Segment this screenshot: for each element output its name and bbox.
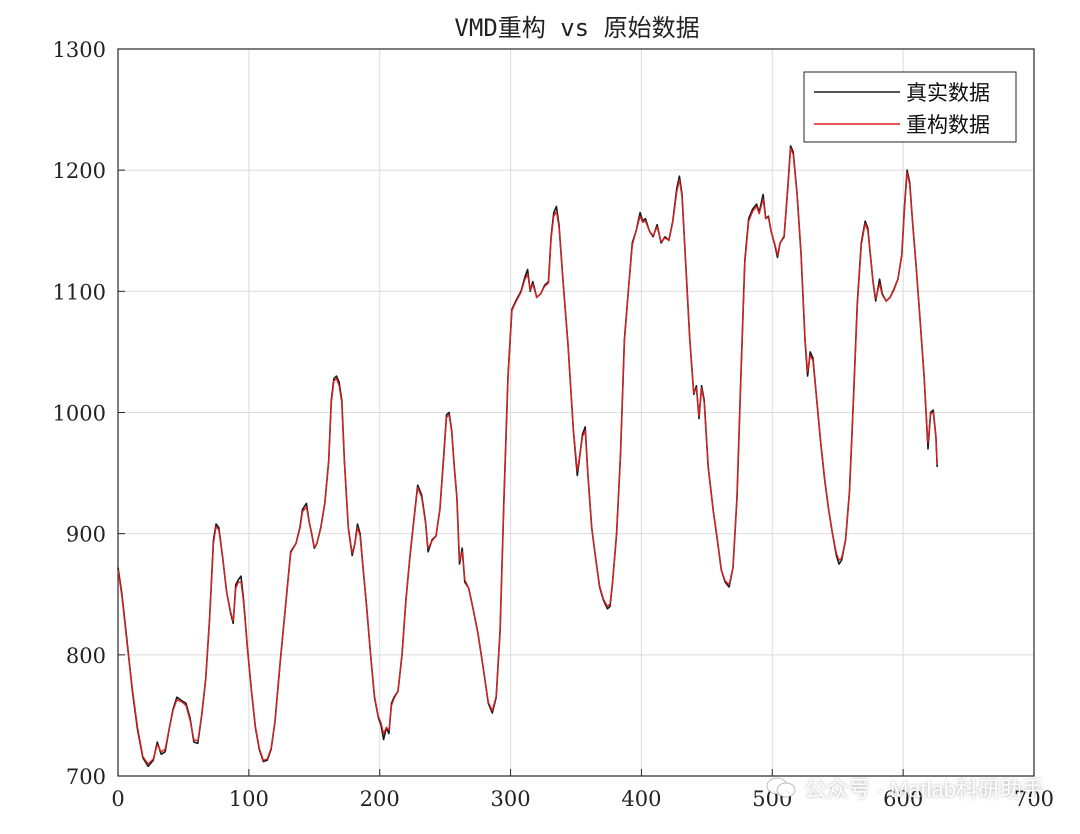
legend-label: 重构数据 — [906, 113, 990, 137]
y-tick-label: 800 — [66, 644, 106, 668]
y-tick-label: 1000 — [53, 402, 106, 426]
y-tick-label: 700 — [66, 765, 106, 789]
x-tick-label: 100 — [229, 787, 269, 811]
y-tick-label: 1300 — [53, 38, 106, 62]
wechat-icon — [766, 777, 796, 798]
x-tick-label: 600 — [883, 787, 923, 811]
axis-ticks: 0 100 200 300 400 500 600 700700800900100011001… — [53, 38, 1055, 811]
x-tick-label: 700 — [1014, 787, 1054, 811]
y-tick-label: 1200 — [53, 159, 106, 183]
y-tick-label: 1100 — [53, 280, 106, 304]
x-tick-label: 200 — [360, 787, 400, 811]
legend-label: 真实数据 — [906, 81, 990, 105]
x-tick-label: 0 — [111, 787, 124, 811]
watermark: 公众号 · Matlab科研助手 — [766, 772, 1044, 804]
y-tick-label: 900 — [66, 523, 106, 547]
x-tick-label: 400 — [621, 787, 661, 811]
grid — [117, 48, 1035, 777]
series-line-reconstructed — [117, 147, 938, 765]
series-line-actual — [117, 145, 938, 768]
x-tick-label: 300 — [491, 787, 531, 811]
watermark-text: 公众号 · Matlab科研助手 — [804, 777, 1044, 802]
series-lines — [117, 145, 938, 768]
legend-box — [803, 71, 1017, 143]
chart-title: VMD重构 vs 原始数据 — [454, 14, 699, 42]
